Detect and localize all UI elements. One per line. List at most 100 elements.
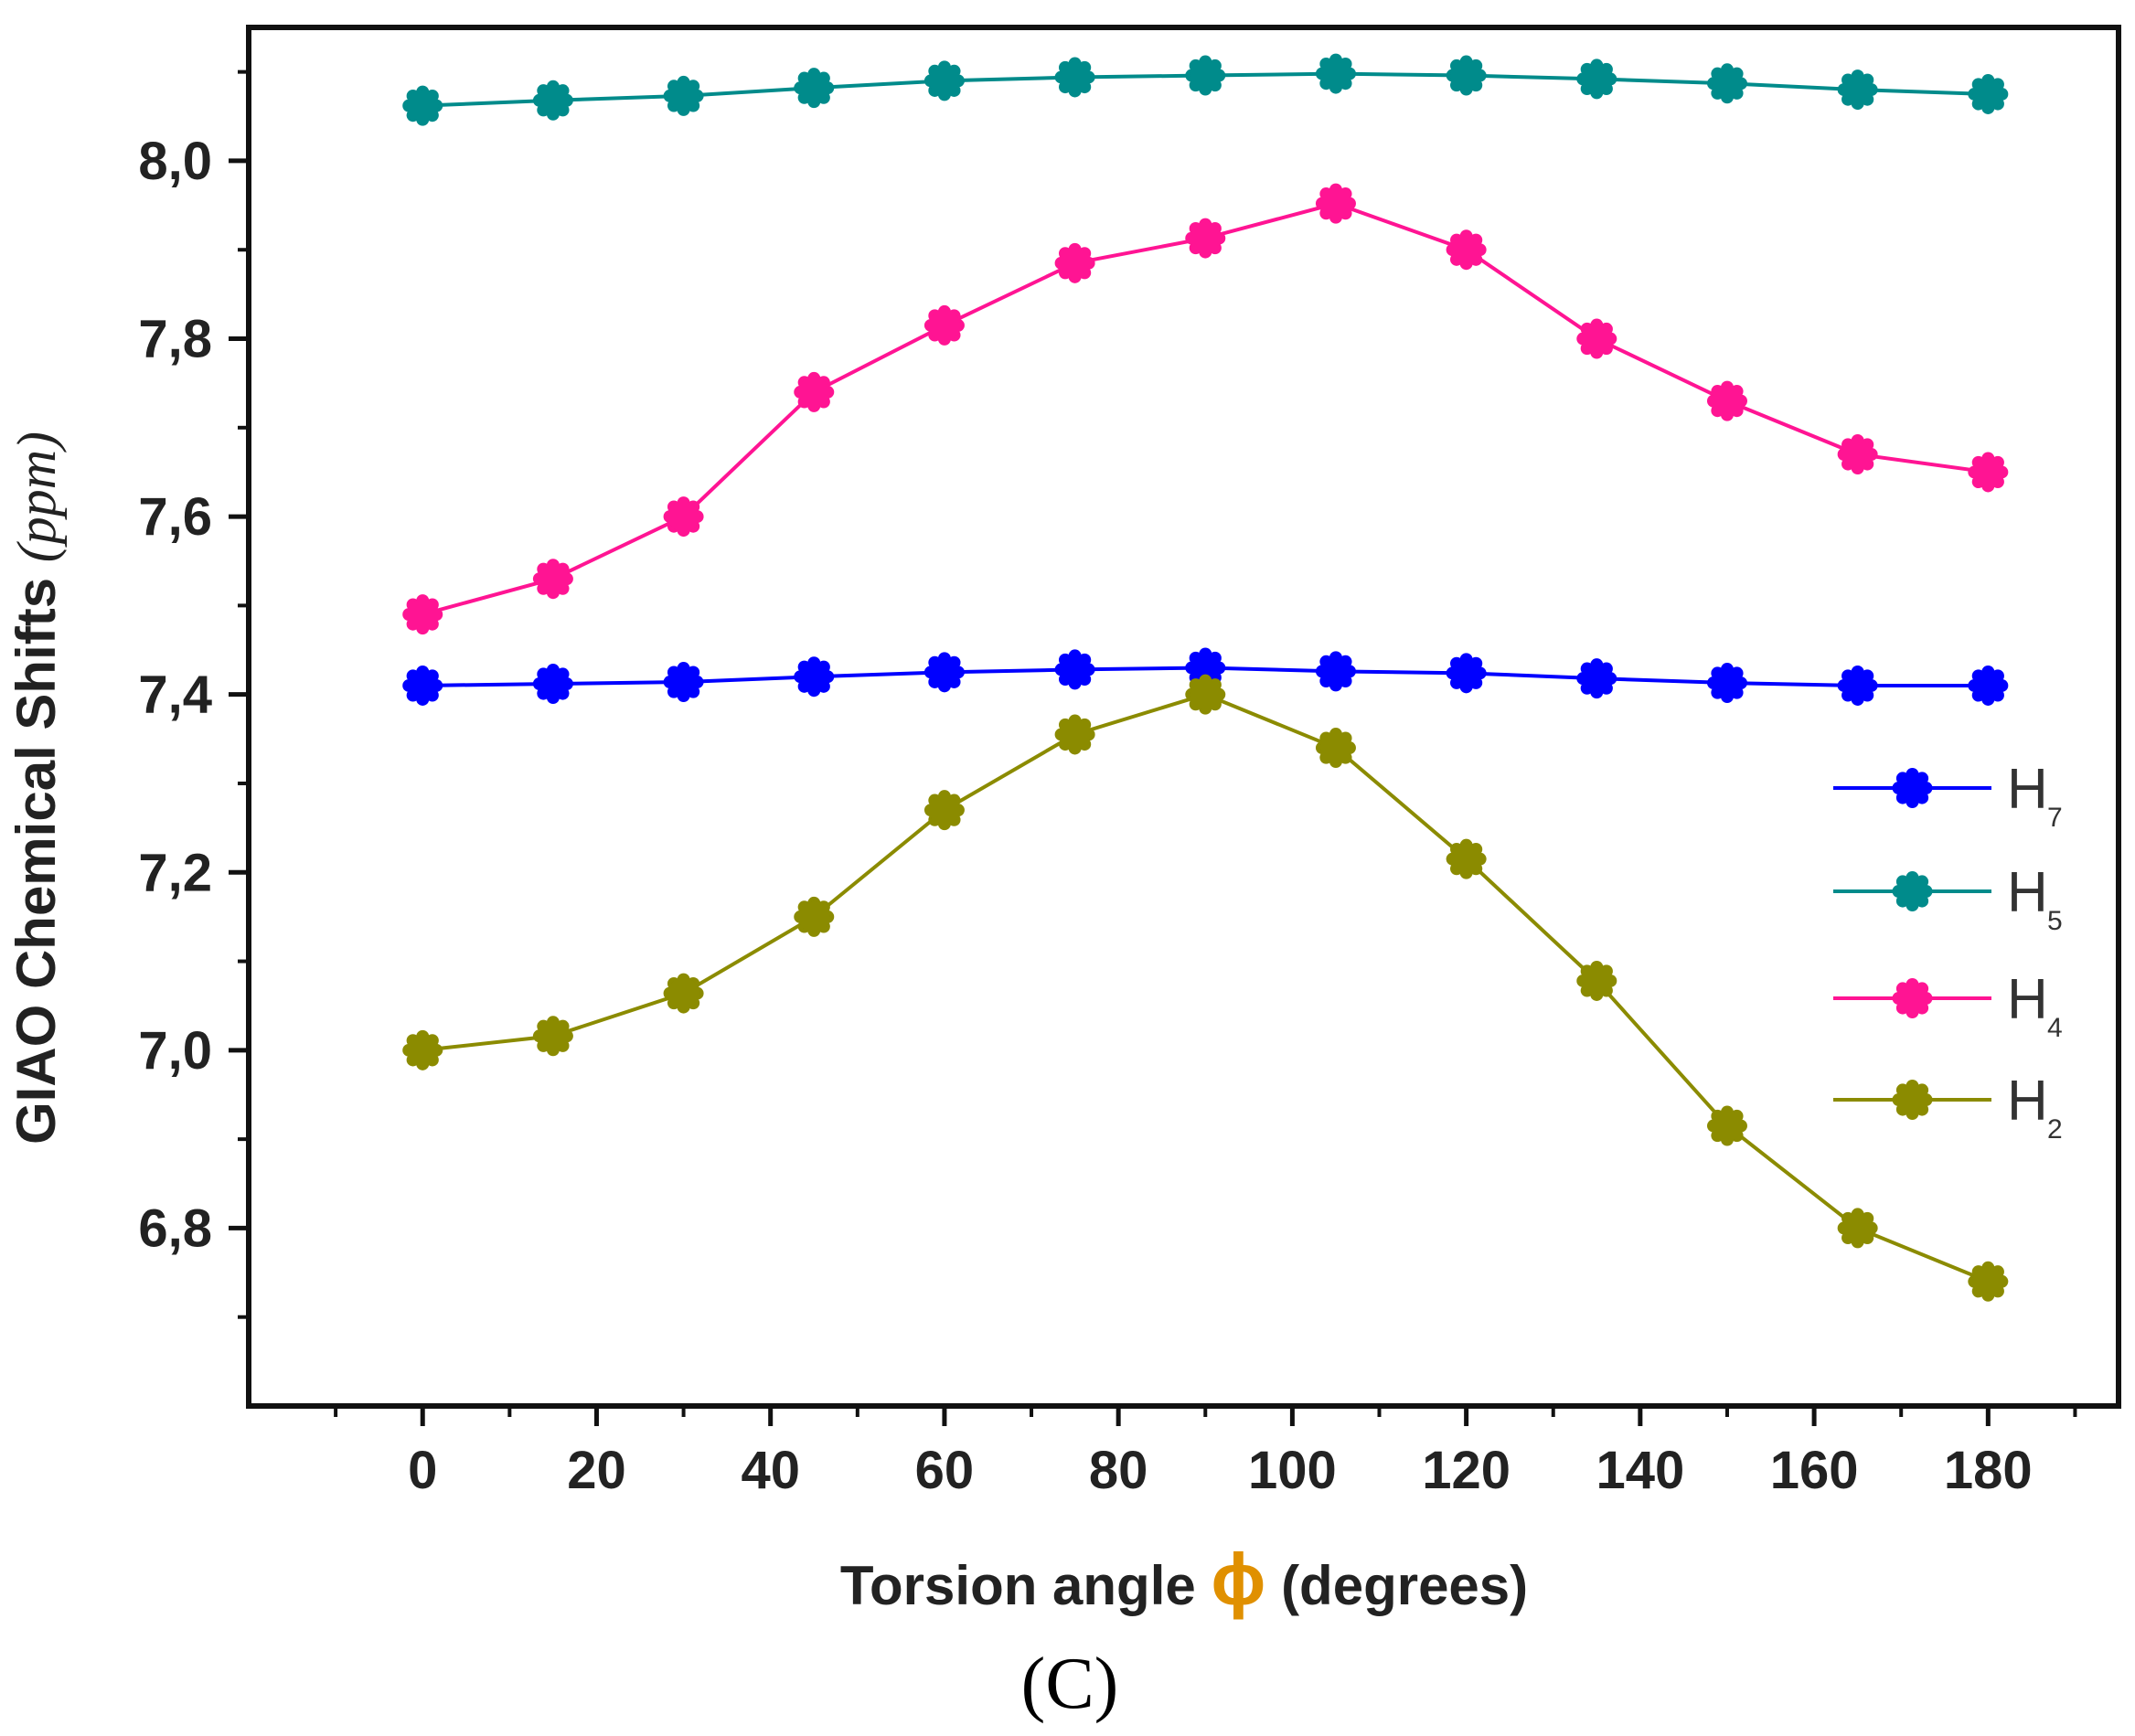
series-h7	[402, 647, 2009, 706]
data-point	[402, 85, 443, 126]
data-point	[923, 652, 965, 693]
marker-core	[1581, 663, 1613, 695]
data-point	[1054, 242, 1095, 283]
data-point	[1446, 55, 1487, 96]
y-tick-label: 7,2	[138, 843, 212, 902]
x-tick-label: 60	[915, 1441, 975, 1500]
phi-symbol: ϕ	[1211, 1539, 1265, 1620]
data-point	[663, 496, 704, 538]
marker-core	[1581, 323, 1613, 355]
marker-core	[667, 977, 699, 1009]
marker-core	[667, 80, 699, 112]
x-axis-title-text: Torsion angle	[840, 1555, 1196, 1616]
data-point	[402, 1029, 443, 1070]
series-h2	[402, 674, 2009, 1302]
x-tick-label: 20	[567, 1441, 626, 1500]
legend-subscript: 4	[2047, 1013, 2063, 1043]
y-tick-label: 8,0	[138, 132, 212, 191]
x-axis-units: (degrees)	[1281, 1555, 1528, 1616]
data-point	[1892, 978, 1933, 1018]
series-h4	[402, 183, 2009, 635]
marker-core	[537, 1020, 569, 1052]
data-point	[402, 665, 443, 706]
marker-core	[1450, 657, 1482, 689]
data-point	[1968, 452, 2009, 493]
marker-core	[407, 1034, 439, 1066]
data-point	[1315, 53, 1356, 94]
marker-core	[798, 661, 830, 693]
marker-core	[1319, 655, 1351, 687]
legend-subscript: 7	[2047, 803, 2063, 833]
data-point	[1054, 57, 1095, 98]
data-point	[794, 656, 835, 698]
data-point	[1185, 55, 1226, 96]
y-axis-title-text: GIAO Chemical Shifts	[5, 578, 67, 1145]
y-axis: 6,8 7,0 7,2 7,4 7,6 7,8 8,0	[138, 69, 249, 1319]
data-point	[794, 68, 835, 109]
marker-core	[1059, 654, 1091, 686]
marker-core	[1711, 68, 1743, 100]
legend-subscript: 2	[2047, 1114, 2063, 1145]
data-point	[1892, 1080, 1933, 1120]
data-point	[1892, 768, 1933, 808]
marker-core	[1972, 456, 2004, 488]
data-point	[663, 973, 704, 1014]
marker-core	[1190, 59, 1222, 91]
data-point	[1054, 714, 1095, 755]
marker-core	[1319, 732, 1351, 764]
data-point	[1446, 838, 1487, 879]
x-tick-label: 40	[741, 1441, 800, 1500]
marker-core	[1972, 669, 2004, 701]
data-point	[1706, 63, 1747, 104]
marker-core	[798, 900, 830, 932]
marker-core	[407, 669, 439, 701]
marker-core	[1059, 247, 1091, 279]
marker-core	[928, 656, 960, 688]
marker-core	[537, 563, 569, 595]
data-point	[794, 896, 835, 937]
x-axis: 0 20 40 60 80 100 120 140 160 180	[334, 1406, 2077, 1500]
data-point	[1706, 1105, 1747, 1146]
data-point	[532, 559, 573, 600]
x-tick-label: 120	[1422, 1441, 1511, 1500]
y-tick-label: 7,4	[138, 666, 212, 725]
marker-core	[407, 90, 439, 122]
marker-core	[1059, 61, 1091, 93]
marker-core	[537, 668, 569, 700]
data-point	[402, 594, 443, 635]
marker-core	[1450, 843, 1482, 875]
legend-label: H	[2007, 861, 2048, 924]
data-point	[1576, 960, 1617, 1001]
data-point	[663, 75, 704, 116]
data-point	[1837, 433, 1878, 474]
data-point	[532, 1016, 573, 1057]
marker-core	[667, 666, 699, 698]
series-line	[422, 692, 1990, 1283]
data-point	[1446, 229, 1487, 271]
legend: H 7H 5H 4H 2	[1833, 758, 2063, 1145]
data-point	[1576, 59, 1617, 100]
data-point	[923, 60, 965, 101]
marker-core	[667, 501, 699, 533]
data-point	[1185, 674, 1226, 715]
data-point	[1837, 665, 1878, 706]
data-point	[1576, 318, 1617, 359]
data-point	[1315, 728, 1356, 769]
marker-core	[1581, 964, 1613, 996]
x-tick-label: 80	[1089, 1441, 1148, 1500]
legend-label: H	[2007, 758, 2048, 821]
data-point	[1054, 649, 1095, 690]
marker-core	[1581, 63, 1613, 95]
marker-core	[928, 794, 960, 826]
data-point	[1837, 1208, 1878, 1249]
marker-core	[798, 376, 830, 408]
marker-core	[1896, 983, 1928, 1014]
marker-core	[1190, 678, 1222, 710]
marker-core	[1190, 222, 1222, 254]
marker-core	[1841, 74, 1873, 106]
